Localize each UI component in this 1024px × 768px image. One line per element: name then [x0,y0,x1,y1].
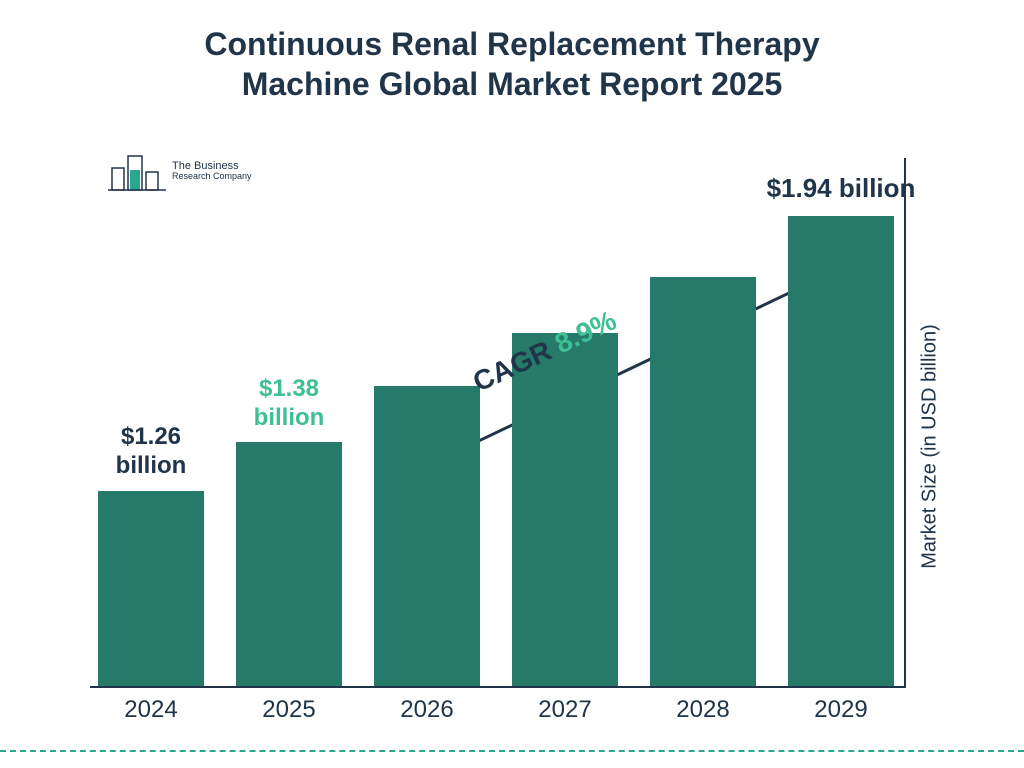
x-label-2025: 2025 [236,696,342,724]
bottom-divider [0,750,1024,752]
x-label-2026: 2026 [374,696,480,724]
x-label-2027: 2027 [512,696,618,724]
bar-2028 [650,277,756,686]
y-axis-label: Market Size (in USD billion) [919,297,942,597]
bar-2026 [374,386,480,686]
x-label-2024: 2024 [98,696,204,724]
value-label-2029: $1.94 billion [748,173,934,204]
bar-chart: 202420252026202720282029$1.26billion$1.3… [90,158,920,688]
value-label-2024: $1.26billion [88,423,214,481]
bar-2025 [236,442,342,686]
bar-2029 [788,216,894,686]
value-label-2025: $1.38billion [226,375,352,433]
x-label-2028: 2028 [650,696,756,724]
chart-title: Continuous Renal Replacement Therapy Mac… [0,24,1024,104]
bar-2024 [98,491,204,686]
title-line1: Continuous Renal Replacement Therapy [204,26,819,62]
y-axis [904,158,906,688]
x-axis [90,686,904,688]
x-label-2029: 2029 [788,696,894,724]
title-line2: Machine Global Market Report 2025 [242,66,783,102]
bar-2027 [512,333,618,686]
